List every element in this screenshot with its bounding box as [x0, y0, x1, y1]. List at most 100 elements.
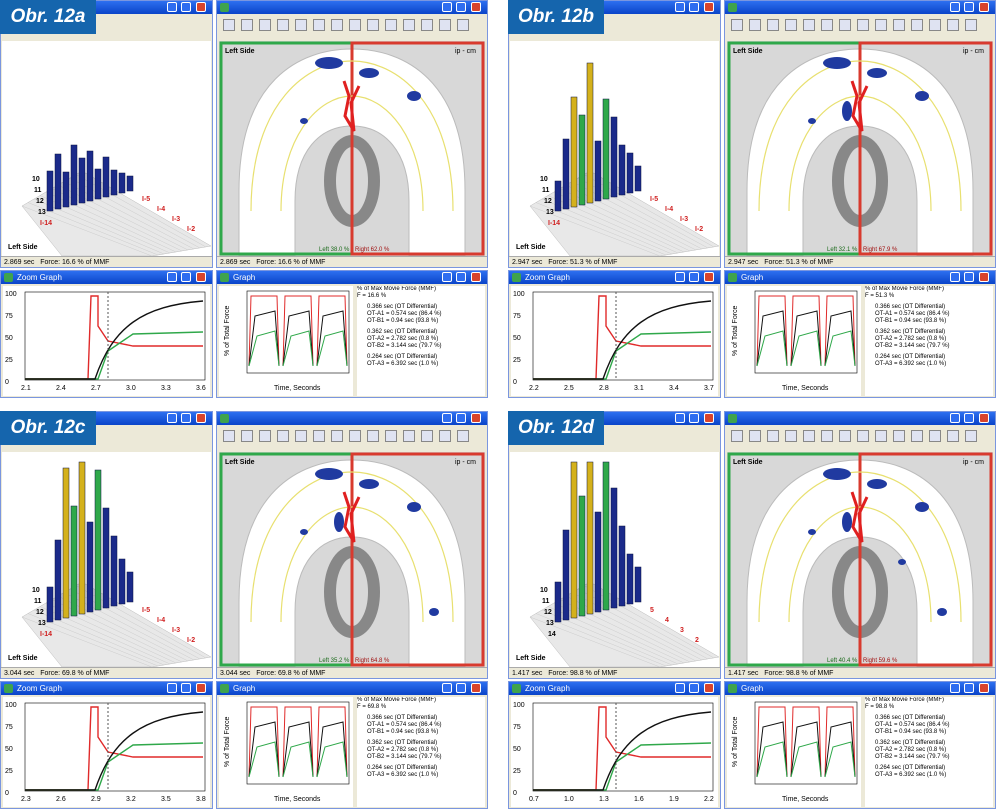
scissors-icon[interactable]	[349, 19, 361, 31]
film-icon[interactable]	[223, 19, 235, 31]
maximize-icon[interactable]	[689, 413, 699, 423]
copy-icon[interactable]	[259, 430, 271, 442]
lock-icon[interactable]	[439, 19, 451, 31]
minimize-icon[interactable]	[675, 272, 685, 282]
scissors-icon[interactable]	[857, 430, 869, 442]
scissors-icon[interactable]	[349, 430, 361, 442]
maximize-icon[interactable]	[181, 272, 191, 282]
close-icon[interactable]	[196, 413, 206, 423]
minimize-icon[interactable]	[950, 683, 960, 693]
bridge-icon[interactable]	[911, 19, 923, 31]
minimize-icon[interactable]	[950, 413, 960, 423]
grid-icon[interactable]	[803, 430, 815, 442]
maximize-icon[interactable]	[181, 683, 191, 693]
maximize-icon[interactable]	[964, 683, 974, 693]
close-icon[interactable]	[471, 2, 481, 12]
minimize-icon[interactable]	[950, 272, 960, 282]
window-titlebar[interactable]: Graph	[725, 682, 995, 695]
window-titlebar[interactable]	[725, 1, 995, 14]
graph-window[interactable]: Graph % of Total Force Time, Seconds % of M…	[724, 681, 996, 809]
list-icon[interactable]	[457, 19, 469, 31]
window-titlebar[interactable]: Zoom Graph	[509, 682, 720, 695]
list-icon[interactable]	[965, 19, 977, 31]
lock-icon[interactable]	[947, 430, 959, 442]
lock-icon[interactable]	[439, 430, 451, 442]
minimize-icon[interactable]	[167, 683, 177, 693]
lock-icon[interactable]	[947, 19, 959, 31]
close-icon[interactable]	[979, 683, 989, 693]
bridge-icon[interactable]	[403, 430, 415, 442]
window-titlebar[interactable]: Zoom Graph	[1, 682, 212, 695]
close-icon[interactable]	[196, 2, 206, 12]
film-icon[interactable]	[731, 19, 743, 31]
window-titlebar[interactable]: Zoom Graph	[509, 271, 720, 284]
blank-icon[interactable]	[421, 430, 433, 442]
contour-icon[interactable]	[749, 19, 761, 31]
minimize-icon[interactable]	[675, 413, 685, 423]
window-titlebar[interactable]	[217, 412, 487, 425]
scissors-icon[interactable]	[857, 19, 869, 31]
contour-icon[interactable]	[241, 430, 253, 442]
maximize-icon[interactable]	[456, 272, 466, 282]
list-icon[interactable]	[965, 430, 977, 442]
chart-icon[interactable]	[367, 430, 379, 442]
blank-icon[interactable]	[929, 430, 941, 442]
close-icon[interactable]	[979, 413, 989, 423]
close-icon[interactable]	[471, 413, 481, 423]
tooth-icon[interactable]	[331, 19, 343, 31]
force-3d-window[interactable]: 10 11 12 13 I-14 I-5 I-4 I-3 I-2 Left Side 2.947 s…	[508, 0, 721, 268]
book-icon[interactable]	[385, 430, 397, 442]
graph-window[interactable]: Graph % of Total Force Time, Seconds % of M…	[724, 270, 996, 398]
close-icon[interactable]	[471, 683, 481, 693]
zoom-graph-window[interactable]: Zoom Graph 100 75 50 25 0 2.1 2.4 2.7 3.0 3.3 3.6	[0, 270, 213, 398]
minimize-icon[interactable]	[442, 683, 452, 693]
maximize-icon[interactable]	[964, 272, 974, 282]
face-icon[interactable]	[821, 430, 833, 442]
close-icon[interactable]	[704, 272, 714, 282]
book-icon[interactable]	[385, 19, 397, 31]
close-icon[interactable]	[979, 2, 989, 12]
close-icon[interactable]	[704, 413, 714, 423]
zoom-graph-window[interactable]: Zoom Graph 100 75 50 25 0 2.2 2.5 2.8 3.1 3.4 3.7	[508, 270, 721, 398]
force-3d-window[interactable]: 10 11 12 13 I-14 I-5 I-4 I-3 I-2 Left Side 3.044 s…	[0, 411, 213, 679]
bridge-icon[interactable]	[911, 430, 923, 442]
window-titlebar[interactable]	[217, 1, 487, 14]
minimize-icon[interactable]	[675, 2, 685, 12]
chart-icon[interactable]	[875, 19, 887, 31]
book-icon[interactable]	[893, 430, 905, 442]
window-titlebar[interactable]: Zoom Graph	[1, 271, 212, 284]
face-icon[interactable]	[313, 19, 325, 31]
tooth-icon[interactable]	[839, 430, 851, 442]
minimize-icon[interactable]	[442, 2, 452, 12]
copy-icon[interactable]	[259, 19, 271, 31]
maximize-icon[interactable]	[456, 683, 466, 693]
graph-window[interactable]: Graph % of Total Force Time, Seconds % of M…	[216, 270, 488, 398]
maximize-icon[interactable]	[964, 413, 974, 423]
minimize-icon[interactable]	[675, 683, 685, 693]
blank-icon[interactable]	[929, 19, 941, 31]
tooth-icon[interactable]	[331, 430, 343, 442]
tooth-icon[interactable]	[839, 19, 851, 31]
contour-icon[interactable]	[749, 430, 761, 442]
book-icon[interactable]	[893, 19, 905, 31]
force-3d-window[interactable]: 10 11 12 13 I-14 I-5 I-4 I-3 I-2 Left Side 2.869 s…	[0, 0, 213, 268]
list-icon[interactable]	[457, 430, 469, 442]
blank-icon[interactable]	[421, 19, 433, 31]
face-icon[interactable]	[821, 19, 833, 31]
close-icon[interactable]	[704, 683, 714, 693]
swap-icon[interactable]	[277, 19, 289, 31]
maximize-icon[interactable]	[689, 272, 699, 282]
maximize-icon[interactable]	[689, 683, 699, 693]
zoom-graph-window[interactable]: Zoom Graph 100 75 50 25 0 2.3 2.6 2.9 3.2 3.5 3.8	[0, 681, 213, 809]
window-titlebar[interactable]: Graph	[217, 682, 487, 695]
copy-icon[interactable]	[767, 430, 779, 442]
close-icon[interactable]	[196, 272, 206, 282]
close-icon[interactable]	[979, 272, 989, 282]
maximize-icon[interactable]	[964, 2, 974, 12]
face-icon[interactable]	[313, 430, 325, 442]
minimize-icon[interactable]	[950, 2, 960, 12]
minimize-icon[interactable]	[167, 272, 177, 282]
swap-icon[interactable]	[785, 19, 797, 31]
grid-icon[interactable]	[295, 430, 307, 442]
swap-icon[interactable]	[785, 430, 797, 442]
